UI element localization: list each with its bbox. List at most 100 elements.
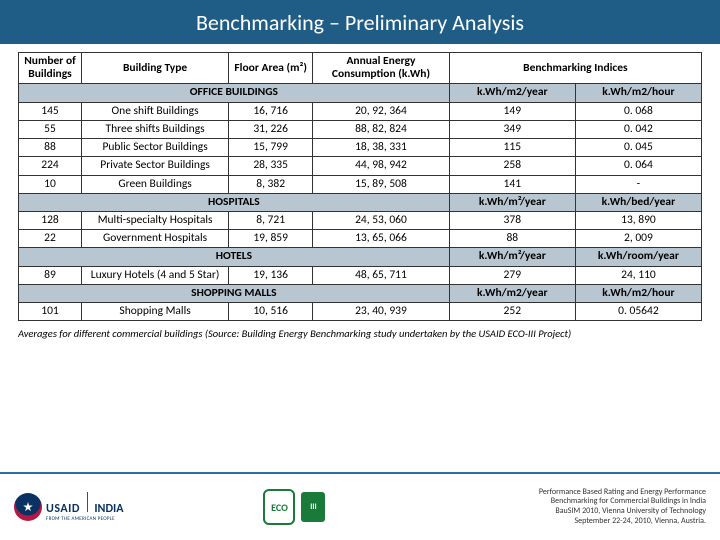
cell-annual: 23, 40, 939	[313, 303, 450, 321]
eco-badge-icon: ECO	[263, 489, 295, 525]
usaid-shield-icon	[14, 493, 42, 521]
cell-i2: 0. 064	[575, 157, 701, 175]
table-header-row: Number of Buildings Building Type Floor …	[19, 53, 702, 84]
table-row: 101 Shopping Malls 10, 516 23, 40, 939 2…	[19, 303, 702, 321]
cell-i1: 252	[449, 303, 575, 321]
cell-floor: 8, 721	[229, 211, 313, 229]
usaid-text-block: USAID INDIA FROM THE AMERICAN PEOPLE	[46, 492, 123, 522]
footer: USAID INDIA FROM THE AMERICAN PEOPLE ECO…	[0, 472, 720, 540]
section-idx1: k.Wh/m2/year	[449, 284, 575, 302]
section-idx2: k.Wh/room/year	[575, 248, 701, 266]
section-title: OFFICE BUILDINGS	[19, 84, 450, 102]
benchmarking-table: Number of Buildings Building Type Floor …	[18, 52, 702, 321]
section-idx2: k.Wh/bed/year	[575, 193, 701, 211]
cell-floor: 19, 859	[229, 230, 313, 248]
section-hotel: HOTELS k.Wh/m²/year k.Wh/room/year	[19, 248, 702, 266]
col-floor: Floor Area (m²)	[229, 53, 313, 84]
caption: Averages for different commercial buildi…	[0, 321, 720, 340]
table-row: 22 Government Hospitals 19, 859 13, 65, …	[19, 230, 702, 248]
cell-i2: 0. 05642	[575, 303, 701, 321]
section-hospital: HOSPITALS k.Wh/m²/year k.Wh/bed/year	[19, 193, 702, 211]
cell-type: Government Hospitals	[82, 230, 229, 248]
section-idx1: k.Wh/m2/year	[449, 84, 575, 102]
section-idx2: k.Wh/m2/hour	[575, 84, 701, 102]
usaid-sub: FROM THE AMERICAN PEOPLE	[46, 516, 123, 522]
cell-annual: 15, 89, 508	[313, 175, 450, 193]
cell-num: 145	[19, 102, 82, 120]
cell-type: Three shifts Buildings	[82, 120, 229, 138]
cell-num: 22	[19, 230, 82, 248]
eco-logo: ECO III	[263, 489, 325, 525]
cell-i1: 88	[449, 230, 575, 248]
cell-i1: 378	[449, 211, 575, 229]
cell-num: 10	[19, 175, 82, 193]
eco-iii-text: III	[310, 502, 316, 512]
cell-type: Public Sector Buildings	[82, 139, 229, 157]
cell-i1: 115	[449, 139, 575, 157]
table-container: Number of Buildings Building Type Floor …	[0, 44, 720, 321]
table-row: 55 Three shifts Buildings 31, 226 88, 82…	[19, 120, 702, 138]
cell-i2: 13, 890	[575, 211, 701, 229]
cell-num: 88	[19, 139, 82, 157]
cell-annual: 44, 98, 942	[313, 157, 450, 175]
cell-floor: 16, 716	[229, 102, 313, 120]
table-row: 224 Private Sector Buildings 28, 335 44,…	[19, 157, 702, 175]
section-title: SHOPPING MALLS	[19, 284, 450, 302]
col-number: Number of Buildings	[19, 53, 82, 84]
section-idx2: k.Wh/m2/hour	[575, 284, 701, 302]
cell-annual: 20, 92, 364	[313, 102, 450, 120]
cell-type: One shift Buildings	[82, 102, 229, 120]
cell-num: 55	[19, 120, 82, 138]
cell-num: 101	[19, 303, 82, 321]
cell-type: Multi-specialty Hospitals	[82, 211, 229, 229]
section-office: OFFICE BUILDINGS k.Wh/m2/year k.Wh/m2/ho…	[19, 84, 702, 102]
cell-num: 89	[19, 266, 82, 284]
cell-i2: 0. 045	[575, 139, 701, 157]
cell-annual: 13, 65, 066	[313, 230, 450, 248]
title-bar: Benchmarking – Preliminary Analysis	[0, 0, 720, 44]
table-row: 10 Green Buildings 8, 382 15, 89, 508 14…	[19, 175, 702, 193]
eco-badge-text: ECO	[271, 501, 288, 514]
cell-type: Luxury Hotels (4 and 5 Star)	[82, 266, 229, 284]
table-row: 145 One shift Buildings 16, 716 20, 92, …	[19, 102, 702, 120]
eco-iii-icon: III	[301, 492, 325, 522]
col-indices: Benchmarking Indices	[449, 53, 701, 84]
cell-type: Green Buildings	[82, 175, 229, 193]
footer-line: September 22-24, 2010, Vienna, Austria.	[539, 517, 706, 527]
cell-i2: 0. 068	[575, 102, 701, 120]
cell-i1: 141	[449, 175, 575, 193]
page-title: Benchmarking – Preliminary Analysis	[196, 9, 524, 36]
usaid-country: INDIA	[94, 502, 123, 516]
cell-type: Shopping Malls	[82, 303, 229, 321]
footer-citation: Performance Based Rating and Energy Perf…	[539, 488, 706, 526]
usaid-logo: USAID INDIA FROM THE AMERICAN PEOPLE	[14, 492, 123, 522]
cell-floor: 15, 799	[229, 139, 313, 157]
cell-i2: -	[575, 175, 701, 193]
cell-type: Private Sector Buildings	[82, 157, 229, 175]
section-mall: SHOPPING MALLS k.Wh/m2/year k.Wh/m2/hour	[19, 284, 702, 302]
table-row: 128 Multi-specialty Hospitals 8, 721 24,…	[19, 211, 702, 229]
cell-floor: 8, 382	[229, 175, 313, 193]
cell-annual: 48, 65, 711	[313, 266, 450, 284]
divider-icon	[87, 492, 88, 512]
table-row: 88 Public Sector Buildings 15, 799 18, 3…	[19, 139, 702, 157]
section-idx1: k.Wh/m²/year	[449, 193, 575, 211]
cell-i1: 279	[449, 266, 575, 284]
table-row: 89 Luxury Hotels (4 and 5 Star) 19, 136 …	[19, 266, 702, 284]
section-idx1: k.Wh/m²/year	[449, 248, 575, 266]
section-title: HOTELS	[19, 248, 450, 266]
cell-annual: 88, 82, 824	[313, 120, 450, 138]
cell-i1: 149	[449, 102, 575, 120]
cell-i1: 258	[449, 157, 575, 175]
section-title: HOSPITALS	[19, 193, 450, 211]
cell-i2: 0. 042	[575, 120, 701, 138]
col-type: Building Type	[82, 53, 229, 84]
cell-annual: 18, 38, 331	[313, 139, 450, 157]
cell-i2: 24, 110	[575, 266, 701, 284]
cell-num: 224	[19, 157, 82, 175]
cell-floor: 28, 335	[229, 157, 313, 175]
cell-i2: 2, 009	[575, 230, 701, 248]
cell-floor: 10, 516	[229, 303, 313, 321]
cell-floor: 19, 136	[229, 266, 313, 284]
col-annual: Annual Energy Consumption (k.Wh)	[313, 53, 450, 84]
